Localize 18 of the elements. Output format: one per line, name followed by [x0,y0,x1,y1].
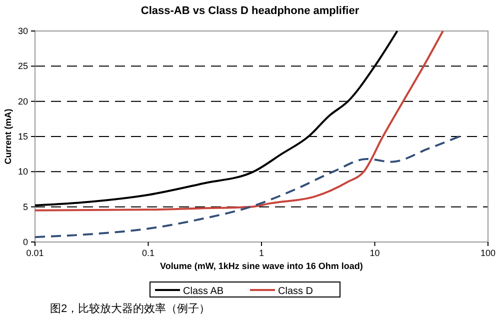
x-tick-label: 0.01 [26,248,44,258]
y-axis-title: Current (mA) [3,108,13,164]
x-tick-label: 100 [480,248,496,258]
y-tick-label: 25 [18,61,28,72]
x-tick-label: 10 [370,248,380,258]
y-tick-label: 0 [22,237,28,247]
x-axis-title: Volume (mW, 1kHz sine wave into 16 Ohm load) [160,261,363,271]
x-tick-label: 1 [258,248,264,258]
y-tick-label: 30 [18,26,28,36]
legend-label: Class AB [183,286,224,297]
legend-label: Class D [278,286,314,297]
caption: 图2，比较放大器的效率（例子） [50,302,210,315]
y-tick-label: 5 [22,202,28,212]
y-tick-label: 10 [18,166,28,177]
chart-title: Class-AB vs Class D headphone amplifier [140,5,360,17]
y-tick-label: 20 [18,96,28,106]
y-tick-label: 15 [18,132,28,142]
x-tick-label: 0.1 [142,248,155,258]
